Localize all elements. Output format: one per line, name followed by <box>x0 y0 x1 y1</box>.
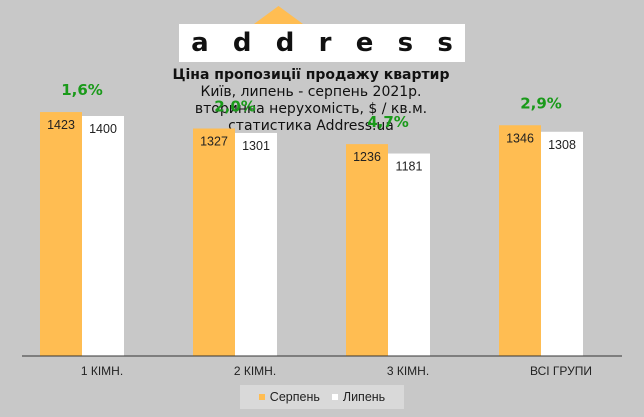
bar-value-label: 1346 <box>506 131 534 145</box>
bar-july <box>541 131 583 356</box>
legend-label-july: Липень <box>342 390 386 404</box>
legend-item-august: Серпень <box>258 390 320 404</box>
logo-letter: a <box>191 28 209 58</box>
chart-subtitle-line: статистика Address.ua <box>228 118 394 134</box>
legend-swatch-july <box>331 394 338 400</box>
bar-value-label: 1301 <box>242 139 270 153</box>
logo-letter: e <box>355 28 374 58</box>
change-percent-label: 2,0% <box>214 98 256 116</box>
bar-august <box>193 128 235 356</box>
bar-value-label: 1181 <box>396 160 423 174</box>
logo-letter: s <box>397 28 414 58</box>
bar-july <box>235 132 277 356</box>
logo-letter: r <box>318 28 332 58</box>
legend-item-july: Липень <box>331 390 386 404</box>
chart-subtitle-line: Київ, липень - серпень 2021р. <box>200 84 422 100</box>
chart-legend: Серпень Липень <box>240 385 404 409</box>
logo-letter: s <box>437 28 453 58</box>
bar-august <box>499 125 541 356</box>
legend-label-august: Серпень <box>269 390 320 404</box>
category-label: 3 КІМН. <box>387 364 429 378</box>
logo-letter: d <box>232 28 252 58</box>
change-percent-label: 2,9% <box>520 94 562 112</box>
change-percent-label: 1,6% <box>61 81 103 99</box>
address-logo: a d d r e s s <box>179 24 465 62</box>
bar-value-label: 1327 <box>200 135 228 149</box>
bar-value-label: 1400 <box>89 122 117 136</box>
change-percent-label: 4,7% <box>367 113 409 131</box>
chart-titles: Ціна пропозиції продажу квартир Київ, ли… <box>0 66 622 135</box>
bar-july <box>388 153 430 356</box>
bar-july <box>82 116 124 356</box>
category-label: 1 КІМН. <box>81 364 123 378</box>
bar-value-label: 1236 <box>353 150 381 164</box>
chart-title: Ціна пропозиції продажу квартир <box>172 67 450 83</box>
bar-value-label: 1308 <box>548 138 576 152</box>
chart-subtitle-line: вторинна нерухомість, $ / кв.м. <box>194 101 428 117</box>
legend-swatch-august <box>258 394 265 400</box>
bar-august <box>346 144 388 356</box>
bar-august <box>40 112 82 356</box>
bar-value-label: 1423 <box>47 118 75 132</box>
category-label: 2 КІМН. <box>234 364 276 378</box>
category-label: ВСІ ГРУПИ <box>530 364 592 378</box>
logo-letter: d <box>275 28 295 58</box>
